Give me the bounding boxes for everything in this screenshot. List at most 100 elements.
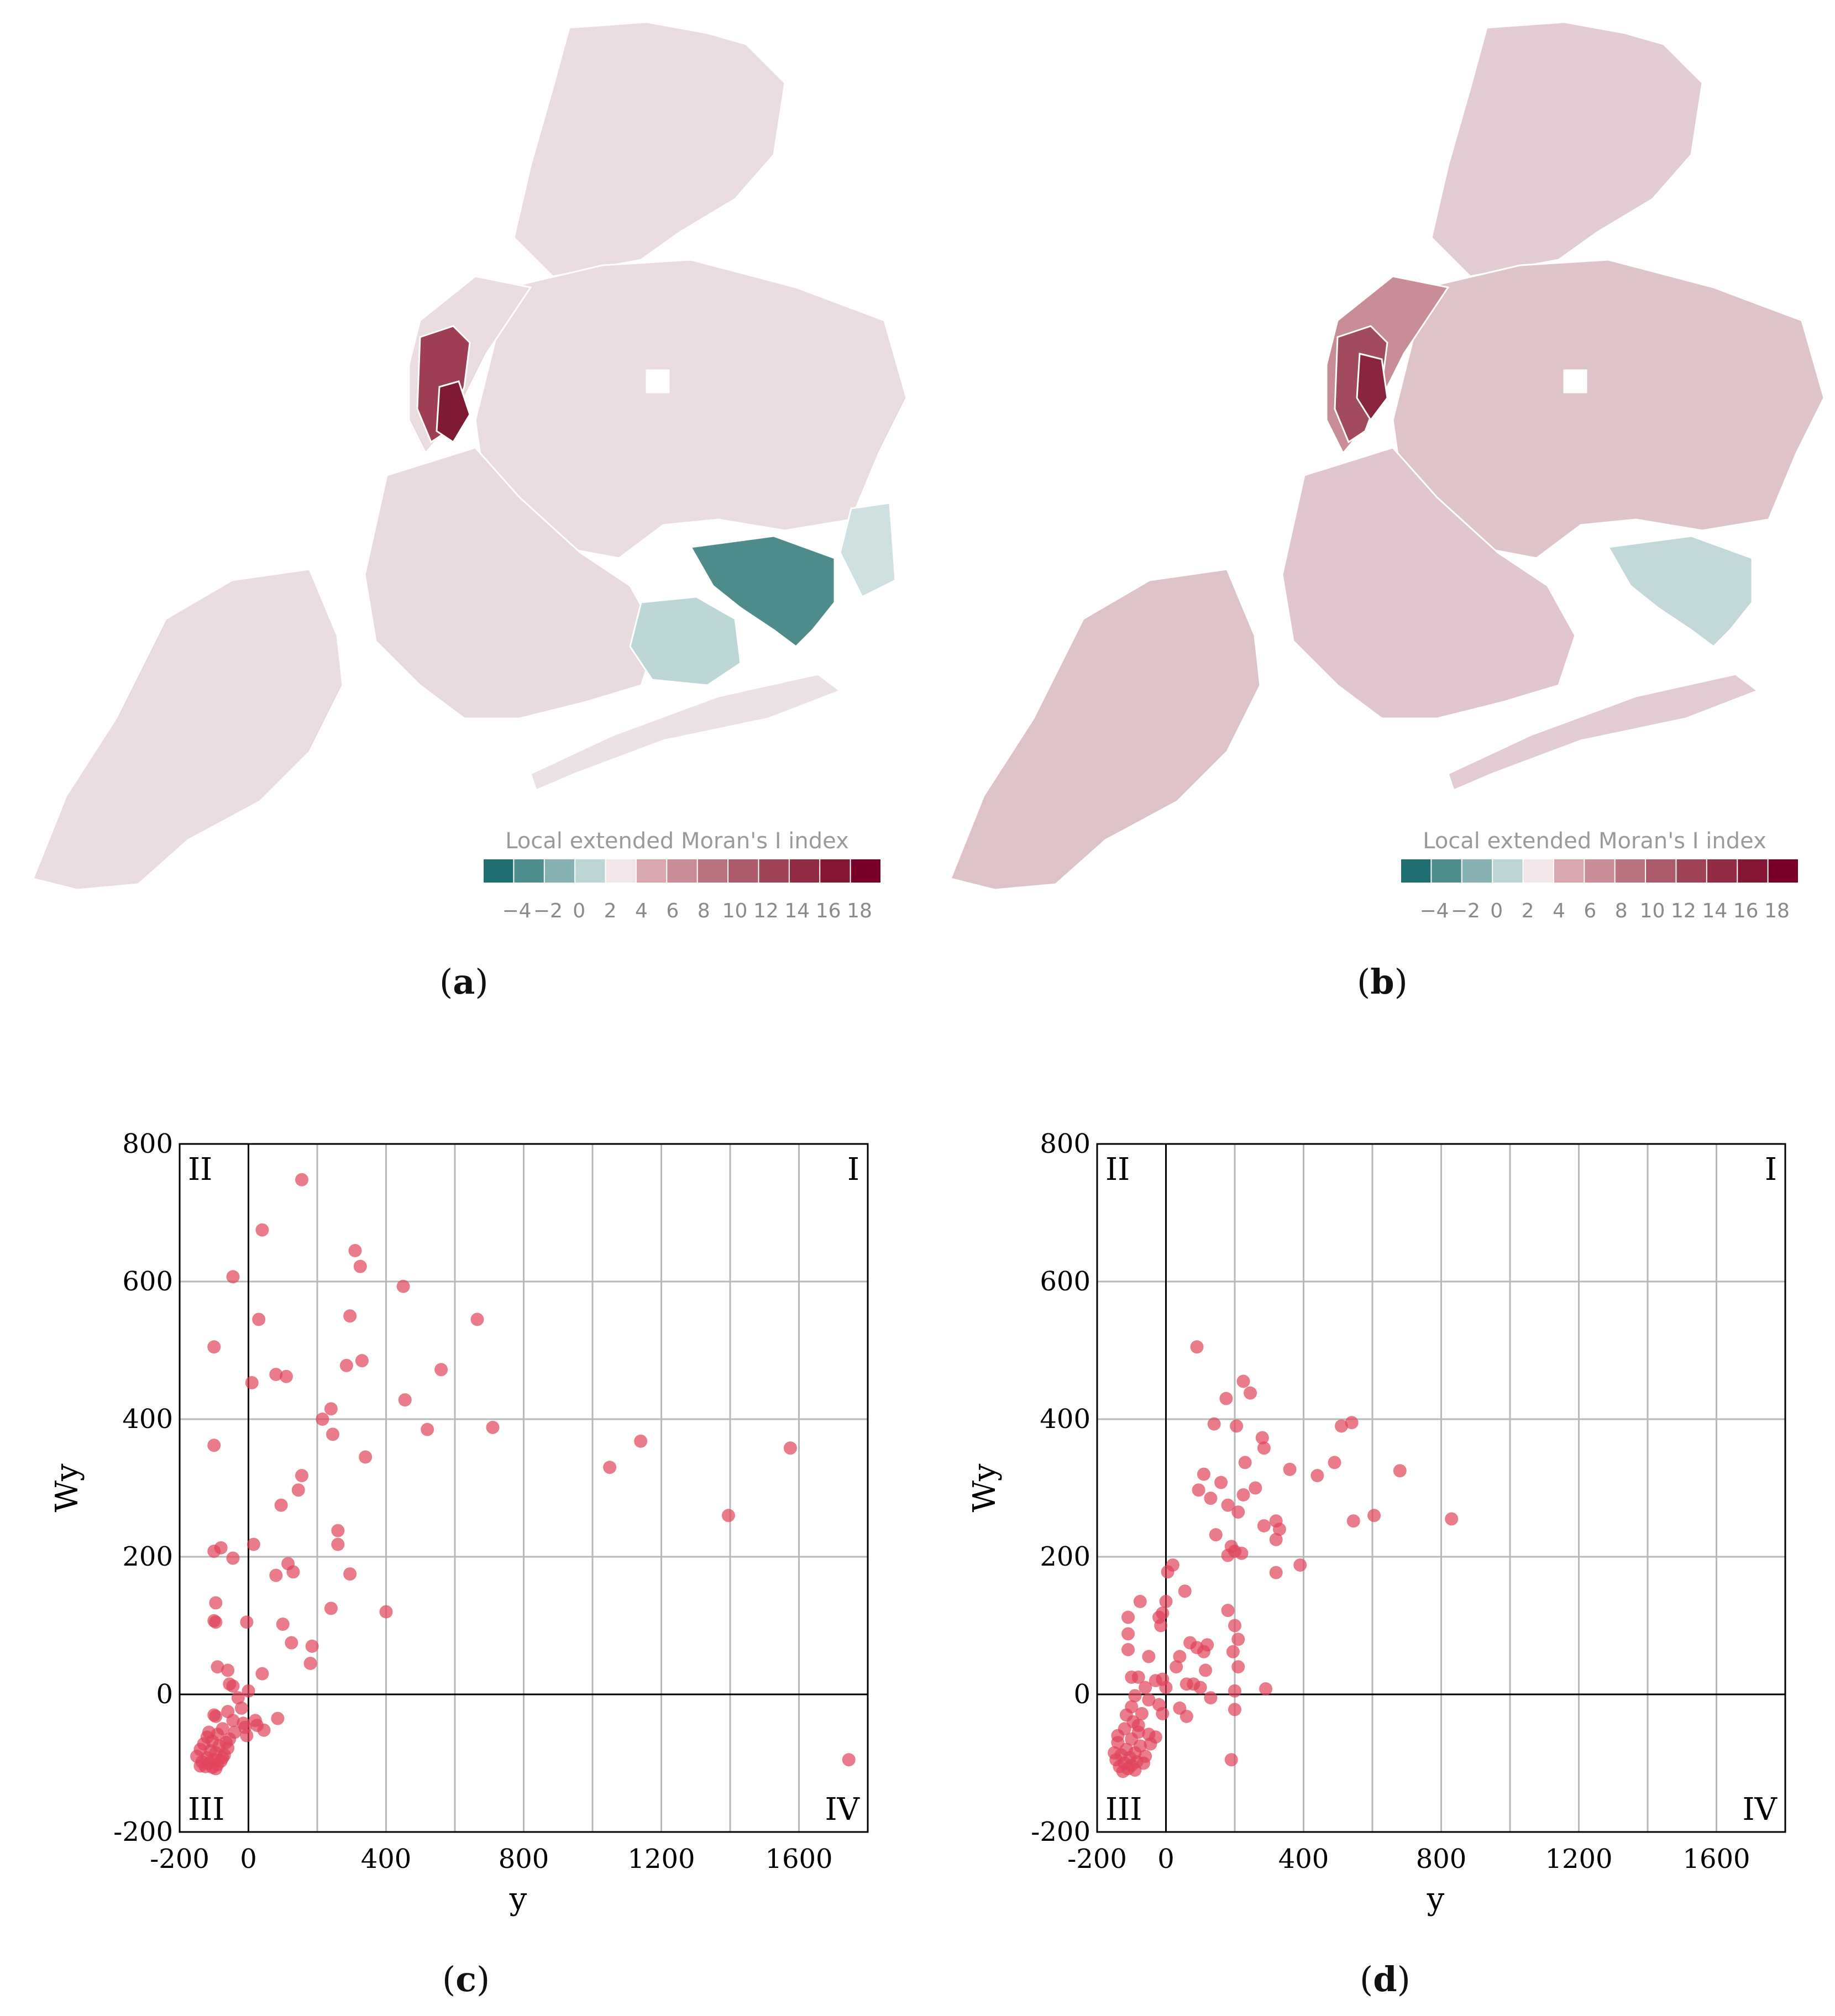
data-point <box>1221 1548 1235 1562</box>
data-point <box>226 1714 240 1728</box>
legend-swatch <box>514 859 544 883</box>
data-point <box>209 1709 223 1723</box>
data-point <box>1346 1514 1360 1528</box>
data-point <box>1121 1610 1135 1624</box>
data-point <box>721 1509 735 1523</box>
data-point <box>1269 1566 1283 1579</box>
legend-tick-label: 16 <box>816 900 841 922</box>
data-point <box>1259 1682 1273 1696</box>
data-point <box>1272 1523 1286 1536</box>
caption-c-label: c <box>455 1959 476 1999</box>
x-tick-label: -200 <box>1067 1844 1127 1875</box>
data-point <box>1128 1689 1142 1703</box>
data-point <box>316 1413 329 1426</box>
data-point <box>207 1340 221 1354</box>
data-point <box>1221 1498 1235 1512</box>
data-point <box>1200 1638 1214 1652</box>
x-tick-label: 800 <box>499 1844 549 1875</box>
legend-tick-label: 14 <box>784 900 810 922</box>
data-point <box>209 1615 223 1629</box>
data-point <box>1193 1681 1207 1694</box>
data-point <box>231 1691 245 1705</box>
data-point <box>240 1615 254 1629</box>
legend-tick-label: −4 <box>502 900 531 922</box>
data-point <box>1142 1650 1156 1663</box>
y-tick-label: 400 <box>1040 1404 1090 1435</box>
legend-tick-label: 16 <box>1733 900 1759 922</box>
legend-tick-label: 8 <box>698 900 710 922</box>
data-point <box>396 1279 410 1293</box>
data-point <box>1269 1532 1283 1546</box>
brooklyn-shape <box>364 447 659 720</box>
queens-east-teal-shape <box>839 502 896 599</box>
data-point <box>1144 1737 1157 1751</box>
data-point <box>1328 1456 1341 1469</box>
legend-tick-label: 6 <box>1584 900 1596 922</box>
legend-a: Local extended Moran's I index −4 −2 0 2 4 6 8… <box>484 828 880 922</box>
quadrant-label-ii: II <box>1105 1152 1130 1188</box>
legend-swatch <box>636 859 667 883</box>
data-point <box>247 1537 260 1551</box>
data-point <box>1121 1643 1135 1657</box>
legend-swatch <box>667 859 697 883</box>
data-point <box>1219 1392 1233 1405</box>
data-point <box>1108 1746 1121 1760</box>
data-point <box>257 1723 271 1737</box>
data-point <box>1199 1663 1213 1677</box>
data-point <box>1230 1419 1244 1433</box>
data-point <box>1154 1619 1168 1632</box>
quadrant-label-iii: III <box>188 1792 224 1828</box>
data-point <box>486 1420 500 1434</box>
data-point <box>470 1313 484 1326</box>
x-tick-label: 1200 <box>1545 1844 1612 1875</box>
data-point <box>398 1393 412 1407</box>
legend-swatch <box>1432 859 1461 883</box>
legend-swatch <box>728 859 758 883</box>
legend-tick-label: 4 <box>1553 900 1565 922</box>
data-point <box>245 1376 259 1390</box>
data-point <box>303 1656 317 1670</box>
map-panel-a: Local extended Moran's I index −4 −2 0 2 4 6 8… <box>0 0 918 1028</box>
y-tick-label: -200 <box>113 1817 173 1847</box>
data-point <box>1173 1650 1187 1663</box>
data-point <box>207 1439 221 1452</box>
data-point <box>359 1450 373 1464</box>
data-point <box>1156 1707 1170 1720</box>
x-axis-label: y <box>509 1881 527 1917</box>
legend-swatch <box>820 859 850 883</box>
data-point <box>207 1545 221 1558</box>
data-point <box>339 1358 353 1372</box>
x-tick-label: 1600 <box>765 1844 832 1875</box>
x-tick-label: 400 <box>361 1844 412 1875</box>
scatter-panel-c: -200 0 400 800 1200 1600 -200 0 200 400 600 800 y Wy I… <box>0 1094 918 2016</box>
legend-title-a: Local extended Moran's I index <box>505 828 849 854</box>
rockaway-shape <box>1447 673 1760 792</box>
data-point <box>1244 1386 1257 1400</box>
legend-swatch <box>575 859 605 883</box>
points <box>1108 1340 1459 1778</box>
legend-swatch <box>1462 859 1492 883</box>
rockaway-shape <box>529 673 842 792</box>
legend-swatch <box>1493 859 1523 883</box>
y-tick-label: 800 <box>122 1128 173 1159</box>
moran-scatterplot-d: -200 0 400 800 1200 1600 -200 0 200 400 600 800 y Wy I… <box>967 1128 1786 1917</box>
data-point <box>269 1368 283 1382</box>
data-point <box>348 1243 362 1257</box>
x-tick-label: 800 <box>1416 1844 1467 1875</box>
data-point <box>842 1753 856 1767</box>
y-tick-label: 400 <box>122 1404 173 1435</box>
data-point <box>269 1568 283 1582</box>
data-point <box>279 1369 293 1383</box>
data-point <box>1116 1765 1130 1778</box>
y-tick-label: 200 <box>1040 1541 1090 1572</box>
data-point <box>603 1461 617 1474</box>
data-point <box>1283 1462 1297 1476</box>
data-point <box>634 1434 648 1448</box>
data-point <box>1170 1660 1183 1674</box>
legend-tick-label: 10 <box>1640 900 1665 922</box>
data-point <box>434 1363 448 1377</box>
data-point <box>331 1524 345 1537</box>
data-point <box>1238 1456 1252 1469</box>
data-point <box>235 1701 249 1715</box>
x-tick-label: 0 <box>1157 1844 1175 1875</box>
